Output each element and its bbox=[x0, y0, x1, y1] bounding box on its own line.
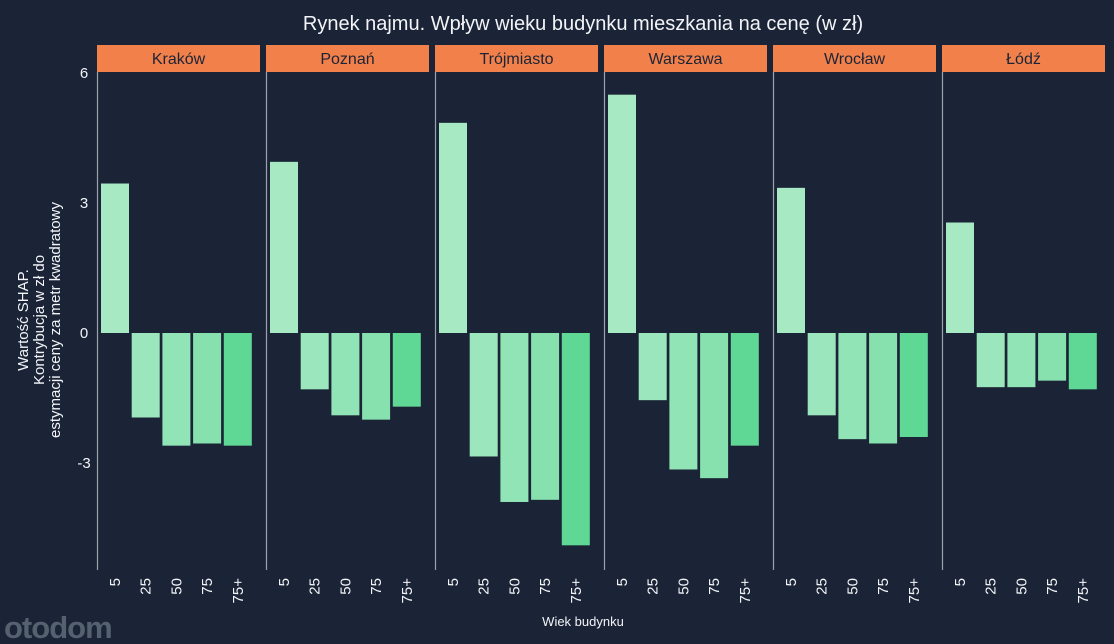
x-tick-label: 50 bbox=[844, 578, 861, 595]
bar bbox=[777, 187, 805, 333]
y-tick-label: 0 bbox=[80, 325, 88, 342]
x-tick-label: 75+ bbox=[1075, 578, 1092, 604]
y-tick-label: 6 bbox=[80, 65, 88, 82]
x-tick-label: 75+ bbox=[737, 578, 754, 604]
bar bbox=[638, 333, 667, 401]
x-tick-label: 75 bbox=[1044, 578, 1061, 595]
x-tick-label: 50 bbox=[506, 578, 523, 595]
x-tick-label: 50 bbox=[337, 578, 354, 595]
bar bbox=[946, 222, 974, 333]
bar bbox=[439, 122, 467, 333]
facet-strip-label: Warszawa bbox=[648, 51, 722, 68]
x-tick-label: 75+ bbox=[230, 578, 247, 604]
x-tick-label: 50 bbox=[675, 578, 692, 595]
facet-panel: Poznań 5 25 50 75 75+ bbox=[265, 45, 429, 604]
facet-strip bbox=[604, 45, 767, 72]
bar bbox=[331, 333, 360, 416]
x-tick-label: 75 bbox=[199, 578, 216, 595]
bar bbox=[976, 333, 1005, 388]
x-tick-label: 5 bbox=[445, 578, 462, 586]
y-axis-ticks: 6 3 0 -3 bbox=[77, 65, 90, 472]
otodom-logo: otodom bbox=[4, 610, 112, 644]
x-tick-label: 5 bbox=[783, 578, 800, 586]
x-tick-label: 75 bbox=[368, 578, 385, 595]
facet-strip-label: Wrocław bbox=[824, 51, 885, 68]
bar bbox=[1068, 333, 1097, 390]
x-tick-label: 5 bbox=[107, 578, 124, 586]
bar bbox=[838, 333, 867, 440]
bar bbox=[131, 333, 160, 418]
x-tick-label: 75+ bbox=[399, 578, 416, 604]
bar bbox=[730, 333, 759, 446]
x-tick-label: 25 bbox=[476, 578, 493, 595]
x-tick-label: 75 bbox=[706, 578, 723, 595]
bar bbox=[669, 333, 698, 470]
x-tick-label: 5 bbox=[952, 578, 969, 586]
x-tick-label: 75 bbox=[875, 578, 892, 595]
bar bbox=[500, 333, 529, 502]
x-tick-label: 75 bbox=[537, 578, 554, 595]
bar bbox=[869, 333, 898, 444]
x-tick-label: 25 bbox=[814, 578, 831, 595]
bar bbox=[162, 333, 191, 446]
x-tick-label: 25 bbox=[307, 578, 324, 595]
y-axis-label: Wartość SHAP. Kontrybucja w zł do estymacj… bbox=[15, 202, 64, 438]
facet-strip bbox=[773, 45, 936, 72]
facet-strip bbox=[942, 45, 1105, 72]
x-tick-label: 5 bbox=[276, 578, 293, 586]
bar bbox=[1007, 333, 1036, 388]
x-tick-label: 5 bbox=[614, 578, 631, 586]
x-tick-label: 25 bbox=[983, 578, 1000, 595]
x-axis-label: Wiek budynku bbox=[542, 614, 624, 629]
bar bbox=[469, 333, 498, 457]
facet-strip-label: Łódź bbox=[1006, 51, 1041, 68]
facet-strip-label: Trójmiasto bbox=[479, 51, 553, 68]
bar bbox=[362, 333, 391, 420]
y-tick-label: -3 bbox=[77, 455, 90, 472]
bar bbox=[531, 333, 560, 500]
facet-panel: Trójmiasto 5 25 50 75 75+ bbox=[434, 45, 598, 604]
facet-panel: Łódź 5 25 50 75 75+ bbox=[941, 45, 1105, 604]
x-tick-label: 75+ bbox=[568, 578, 585, 604]
facet-panel: Kraków 5 25 50 75 75+ bbox=[96, 45, 260, 604]
bar bbox=[807, 333, 836, 416]
facet-strip-label: Poznań bbox=[320, 51, 374, 68]
bar bbox=[101, 183, 129, 333]
chart-title: Rynek najmu. Wpływ wieku budynku mieszka… bbox=[303, 13, 863, 35]
y-axis-label-line: estymacji ceny za metr kwadratowy bbox=[47, 202, 64, 438]
x-tick-label: 50 bbox=[1013, 578, 1030, 595]
bar bbox=[270, 161, 298, 333]
y-axis-label-line: Wartość SHAP. bbox=[15, 269, 32, 371]
bar bbox=[193, 333, 222, 444]
bar bbox=[608, 94, 636, 333]
facet-strip bbox=[435, 45, 598, 72]
facet-panel: Warszawa 5 25 50 75 75+ bbox=[603, 45, 767, 604]
x-tick-label: 25 bbox=[645, 578, 662, 595]
facet-panel: Wrocław 5 25 50 75 75+ bbox=[772, 45, 936, 604]
bar bbox=[392, 333, 421, 407]
bar bbox=[561, 333, 590, 546]
y-tick-label: 3 bbox=[80, 195, 88, 212]
facet-strip bbox=[97, 45, 260, 72]
x-tick-label: 50 bbox=[168, 578, 185, 595]
x-tick-label: 25 bbox=[138, 578, 155, 595]
x-tick-label: 75+ bbox=[906, 578, 923, 604]
bar bbox=[700, 333, 729, 479]
facet-strip-label: Kraków bbox=[152, 51, 206, 68]
bar bbox=[899, 333, 928, 437]
bar bbox=[300, 333, 329, 390]
bar bbox=[223, 333, 252, 446]
y-axis-label-line: Kontrybucja w zł do bbox=[31, 255, 48, 385]
bar bbox=[1038, 333, 1067, 381]
facet-strip bbox=[266, 45, 429, 72]
